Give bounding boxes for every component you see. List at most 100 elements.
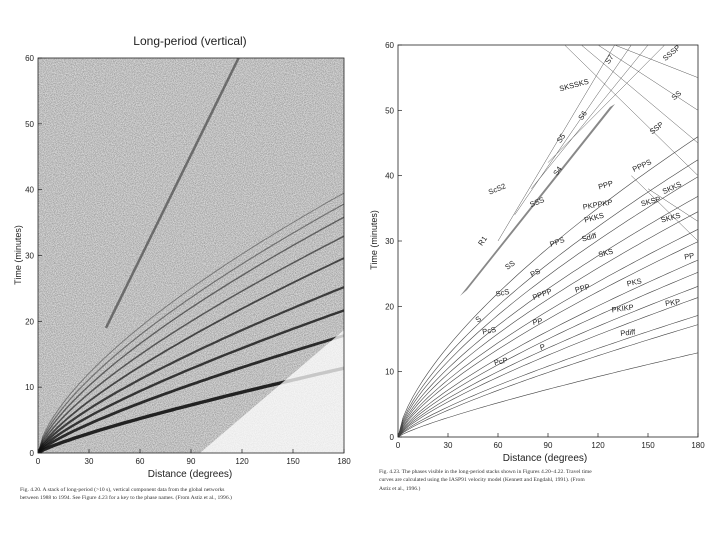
travel-time-curve	[497, 45, 615, 242]
phase-label: S4	[551, 165, 564, 178]
travel-time-curve	[398, 136, 698, 437]
travel-time-curve	[597, 45, 698, 111]
travel-time-curve	[398, 259, 698, 437]
travel-time-curve	[547, 45, 665, 163]
x-tick-label: 120	[591, 441, 605, 450]
left-figure-title: Long-period (vertical)	[133, 34, 246, 48]
right-caption: Fig. 4.23. The phases visible in the lon…	[379, 468, 592, 493]
x-tick-label: 90	[187, 457, 196, 466]
y-tick-label: 30	[25, 252, 34, 261]
travel-time-traces	[38, 58, 344, 453]
x-tick-label: 150	[641, 441, 655, 450]
left-caption-line: between 1988 to 1994. See Figure 4.23 fo…	[20, 495, 232, 502]
x-tick-label: 150	[286, 457, 300, 466]
phase-label: PcP	[493, 356, 508, 368]
x-tick-label: 30	[444, 441, 453, 450]
x-tick-label: 30	[85, 457, 94, 466]
seismic-trace	[38, 257, 344, 453]
travel-time-curve	[631, 175, 698, 242]
phase-label: PPP	[574, 282, 591, 295]
right-caption-line: Fig. 4.23. The phases visible in the lon…	[379, 469, 592, 475]
x-tick-label: 60	[494, 441, 503, 450]
phase-label: P	[539, 342, 546, 352]
seismic-trace	[38, 203, 344, 453]
phase-label: Sdiff	[581, 231, 599, 244]
phase-label: PPP	[597, 179, 614, 192]
phase-label: PKIKP	[611, 302, 634, 314]
seismic-trace	[38, 235, 344, 453]
travel-time-curve	[398, 286, 698, 437]
travel-time-curve	[398, 196, 698, 437]
travel-time-curve	[398, 229, 698, 437]
x-tick-label: 180	[337, 457, 351, 466]
seismic-trace	[38, 286, 344, 453]
phase-label: S	[474, 314, 483, 324]
x-tick-label: 90	[544, 441, 553, 450]
y-tick-label: 0	[390, 433, 395, 442]
phase-label: S7	[603, 53, 616, 66]
y-tick-label: 60	[25, 54, 34, 63]
x-tick-label: 0	[396, 441, 401, 450]
phase-label: PKS	[626, 276, 643, 288]
seismic-trace	[38, 216, 344, 453]
travel-time-curve	[614, 45, 698, 78]
phase-label: PKP	[665, 297, 681, 308]
left-caption-line: Fig. 4.20. A stack of long-period (>10 s…	[20, 487, 225, 493]
right-caption-line: curves are calculated using the IASP91 v…	[379, 477, 585, 484]
left-caption: Fig. 4.20. A stack of long-period (>10 s…	[20, 486, 232, 503]
travel-time-curve	[398, 352, 698, 437]
right-plot-frame	[397, 44, 699, 438]
y-tick-label: 60	[385, 41, 394, 50]
travel-time-curve	[398, 211, 698, 437]
right-xlabel: Distance (degrees)	[503, 453, 587, 464]
y-tick-label: 0	[30, 449, 35, 458]
x-tick-label: 0	[36, 457, 41, 466]
phase-label: S6	[576, 109, 589, 122]
left-axis-ticks: 0 30 60 90 120 150 180 0 10 20 30 40 50 60	[25, 54, 351, 466]
left-ylabel: Time (minutes)	[13, 225, 23, 285]
travel-time-curve	[531, 45, 649, 189]
x-tick-label: 120	[235, 457, 249, 466]
y-tick-label: 20	[25, 317, 34, 326]
travel-time-curve	[398, 272, 698, 437]
phase-label: Pdiff	[620, 327, 637, 338]
phase-label: S5	[555, 132, 568, 145]
travel-time-curve	[514, 45, 632, 216]
seismogram-stack-image	[38, 58, 344, 453]
phase-label: PS	[529, 267, 542, 279]
seismic-trace	[38, 309, 344, 453]
left-xlabel: Distance (degrees)	[148, 469, 232, 480]
travel-time-curve	[647, 188, 698, 222]
right-axis-ticks: 0 30 60 90 120 150 180 0 10 20 30 40 50 60	[385, 41, 705, 450]
travel-time-curve	[398, 241, 698, 437]
rayleigh-wave-band	[460, 104, 615, 296]
right-ylabel: Time (minutes)	[369, 210, 379, 270]
phase-label: SKS	[597, 247, 614, 260]
phase-label: PP	[684, 251, 695, 262]
phase-label: R1	[476, 234, 489, 247]
travel-time-curve	[564, 45, 698, 176]
seismic-trace	[38, 334, 344, 453]
y-tick-label: 40	[25, 186, 34, 195]
phase-label: ScS	[495, 287, 510, 299]
travel-time-curve	[398, 297, 698, 437]
y-tick-label: 30	[385, 237, 394, 246]
travel-time-curve	[398, 315, 698, 437]
left-figure: Long-period (vertical) 0 30 60 90 120 150 1800…	[13, 34, 351, 480]
right-caption-line: Astiz et al., 1996.)	[379, 485, 421, 492]
x-tick-label: 180	[691, 441, 705, 450]
y-tick-label: 50	[25, 120, 34, 129]
y-tick-label: 50	[385, 106, 394, 115]
phase-curves	[398, 45, 698, 437]
travel-time-curve	[398, 324, 698, 437]
travel-time-curve	[398, 176, 698, 437]
y-tick-label: 40	[385, 172, 394, 181]
y-tick-label: 10	[25, 383, 34, 392]
phase-label: PP	[532, 316, 544, 327]
travel-time-curve	[581, 45, 698, 144]
x-tick-label: 60	[136, 457, 145, 466]
seismic-trace	[38, 192, 344, 453]
phase-label: PcS	[481, 325, 496, 337]
